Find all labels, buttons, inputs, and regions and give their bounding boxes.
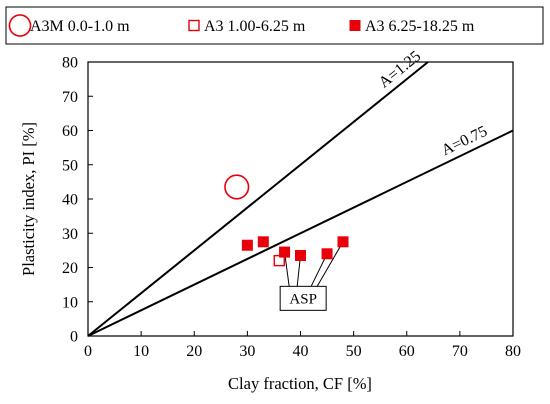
legend-box xyxy=(5,6,544,45)
y-tick-label: 0 xyxy=(70,329,78,346)
x-tick-label: 10 xyxy=(133,343,149,360)
y-tick-label: 20 xyxy=(62,260,78,277)
y-tick-label: 80 xyxy=(62,55,78,72)
y-tick-label: 70 xyxy=(62,89,78,106)
x-tick-label: 80 xyxy=(505,343,521,360)
legend: A3M 0.0-1.0 m A3 1.00-6.25 m A3 6.25-18.25… xyxy=(8,14,475,37)
annotation-box xyxy=(279,285,327,311)
legend-marker xyxy=(8,14,32,37)
x-tick-label: 30 xyxy=(239,343,255,360)
reference-line xyxy=(87,129,514,337)
reference-line xyxy=(87,61,429,337)
y-tick-label: 40 xyxy=(62,192,78,209)
data-point-filled-square xyxy=(321,248,333,260)
x-axis-label: Clay fraction, CF [%] xyxy=(228,374,372,393)
y-tick-label: 60 xyxy=(62,123,78,140)
x-tick-label: 60 xyxy=(399,343,415,360)
x-tick-label: 50 xyxy=(346,343,362,360)
x-tick-label: 70 xyxy=(452,343,468,360)
data-point-filled-square xyxy=(295,250,306,262)
y-tick-label: 30 xyxy=(62,226,78,243)
legend-marker xyxy=(349,20,361,31)
data-point-filled-square xyxy=(241,239,253,251)
axis-ticks: 0 10 20 30 40 50 60 70 80 0 10 20 30 40 50 60 70 80 xyxy=(62,55,521,361)
data-point-filled-square xyxy=(337,236,349,248)
annotation-layer: ASP xyxy=(279,241,344,311)
annotation-text: ASP xyxy=(289,291,317,307)
data-point-filled-square xyxy=(279,246,291,258)
x-tick-label: 40 xyxy=(293,343,309,360)
annotation-leader xyxy=(316,241,344,287)
y-tick-label: 50 xyxy=(62,157,78,174)
y-tick-label: 10 xyxy=(62,294,78,311)
y-axis-label: Plasticity index, PI [%] xyxy=(19,122,38,276)
x-tick-label: 20 xyxy=(186,343,202,360)
data-point-open-circle xyxy=(224,174,250,200)
annotation-leader xyxy=(284,252,290,287)
legend-marker xyxy=(188,19,200,32)
legend-label: A3M 0.0-1.0 m xyxy=(30,18,130,35)
data-point-filled-square xyxy=(257,236,269,248)
data-points xyxy=(224,174,349,267)
legend-label: A3 6.25-18.25 m xyxy=(365,18,475,35)
x-tick-label: 0 xyxy=(84,343,92,360)
legend-label: A3 1.00-6.25 m xyxy=(204,18,306,35)
